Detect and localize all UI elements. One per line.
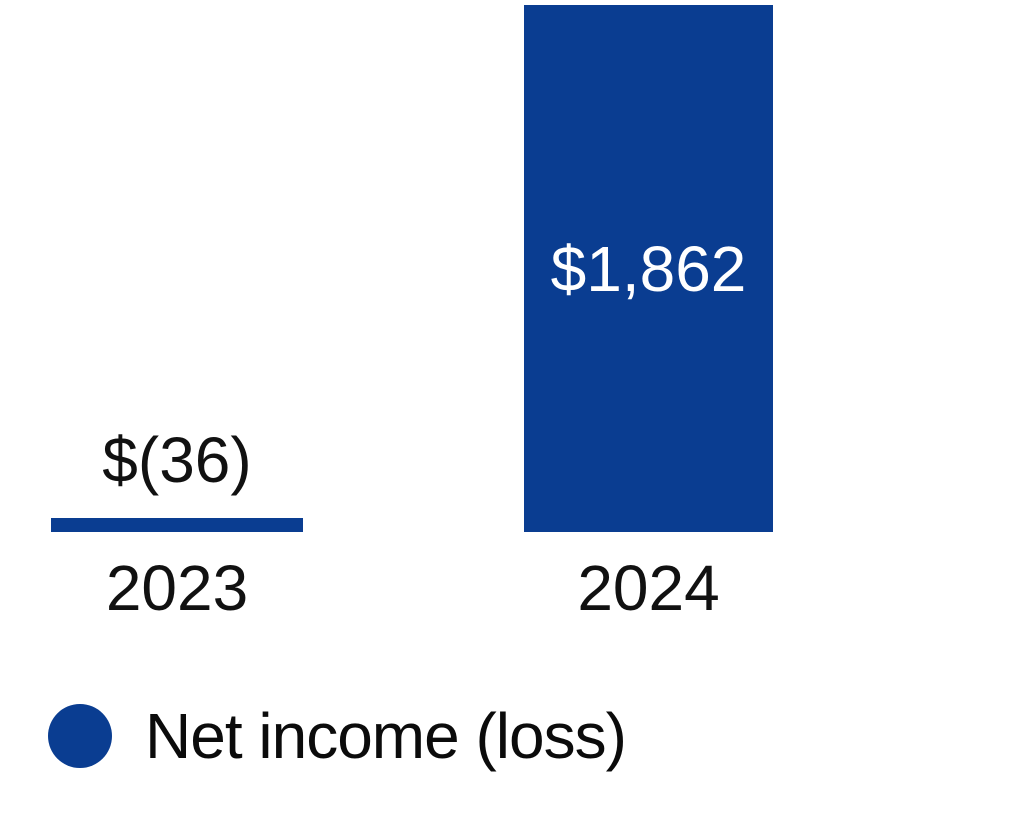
bar-2023-value-label: $(36)	[102, 424, 252, 496]
legend-marker-circle-icon	[48, 704, 112, 768]
legend-label[interactable]: Net income (loss)	[145, 700, 627, 772]
bar-2024[interactable]: $1,862	[524, 5, 773, 532]
bar-2023[interactable]	[51, 518, 303, 532]
x-tick-2024: 2024	[577, 552, 720, 624]
legend: Net income (loss)	[48, 700, 627, 772]
bar-2024-value-label: $1,862	[550, 232, 747, 305]
x-tick-2023: 2023	[105, 552, 249, 624]
